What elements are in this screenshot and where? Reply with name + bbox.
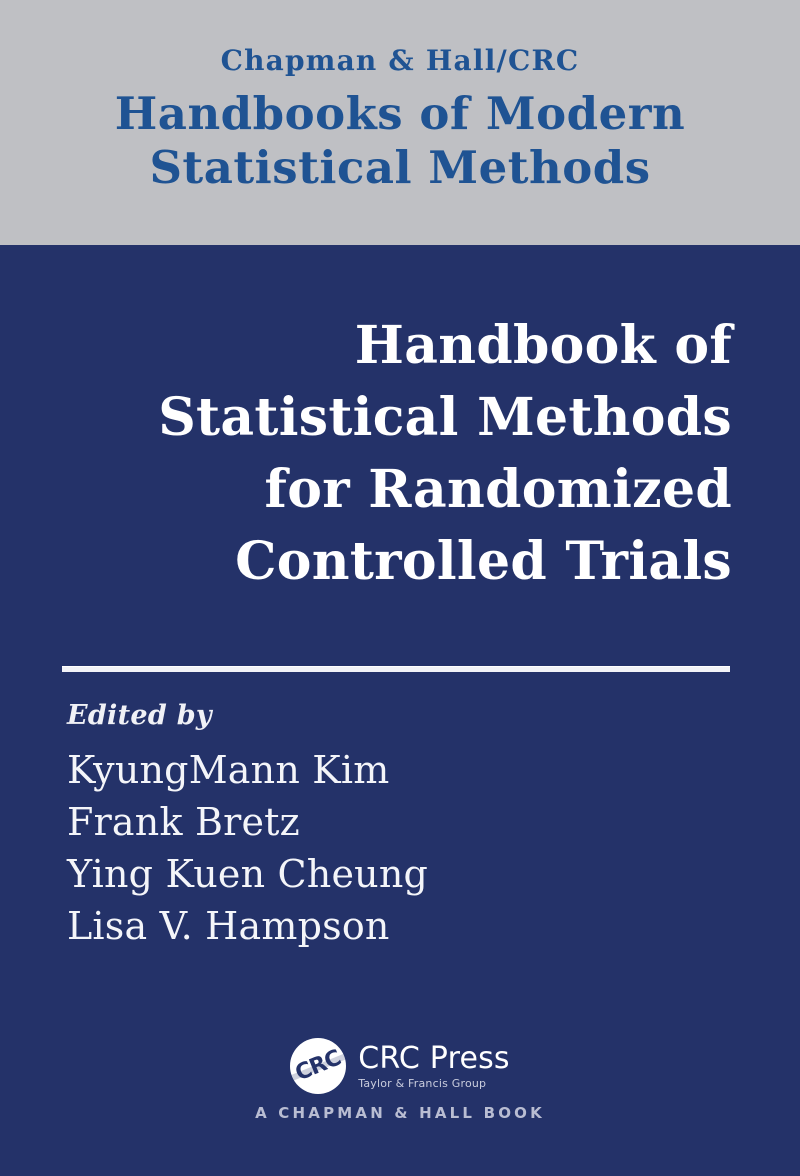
publisher-logo-text: CRC Press Taylor & Francis Group [358,1040,510,1090]
editor-name: KyungMann Kim [67,748,390,792]
crc-roundel-label: CRC [292,1045,345,1087]
title-line-4: Controlled Trials [235,531,732,592]
title-line-2: Statistical Methods [158,387,732,448]
editor-name: Frank Bretz [67,800,300,844]
imprint-label: A CHAPMAN & HALL BOOK [255,1104,545,1122]
title-line-3: for Randomized [264,459,732,520]
title-divider-rule [62,666,730,672]
edited-by-label: Edited by [67,700,212,731]
book-title: Handbook of Statistical Methods for Rand… [60,310,732,598]
series-band-content: Chapman & Hall/CRC Handbooks of Modern S… [0,44,800,196]
series-name-line-1: Handbooks of Modern [114,87,686,140]
editors-block: Edited by KyungMann Kim Frank Bretz Ying… [67,698,428,952]
publisher-group: Taylor & Francis Group [358,1076,487,1090]
publisher-logo: CRC CRC Press Taylor & Francis Group [0,1038,800,1099]
crc-roundel-icon: CRC [290,1038,347,1094]
publisher-logo-row: CRC CRC Press Taylor & Francis Group [290,1038,510,1094]
publisher-name: CRC Press [358,1040,510,1076]
series-band: Chapman & Hall/CRC Handbooks of Modern S… [0,0,800,245]
series-name-line-2: Statistical Methods [149,141,651,194]
series-publisher-label: Chapman & Hall/CRC [220,44,580,77]
editor-name-list: KyungMann Kim Frank Bretz Ying Kuen Cheu… [67,744,428,952]
editor-name: Ying Kuen Cheung [67,852,429,896]
title-line-1: Handbook of [354,315,732,376]
editor-name: Lisa V. Hampson [67,904,390,948]
